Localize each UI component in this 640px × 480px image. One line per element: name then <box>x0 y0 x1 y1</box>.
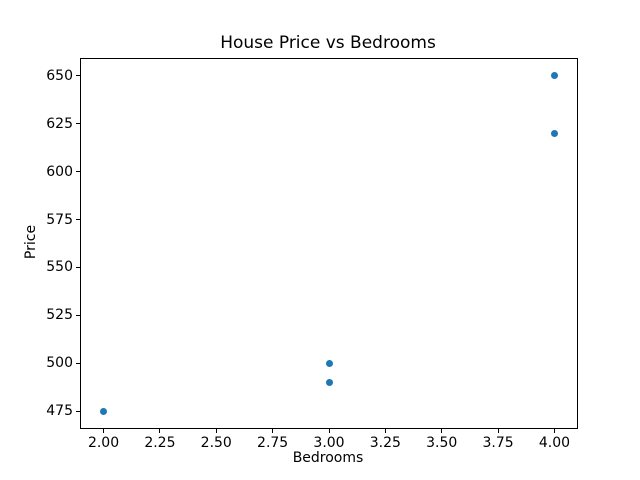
y-tick-label: 475 <box>46 403 73 420</box>
x-tick-mark <box>441 429 443 433</box>
y-tick-mark <box>76 362 80 364</box>
x-tick-mark <box>497 429 499 433</box>
x-tick-label: 2.25 <box>144 435 176 451</box>
y-tick-label: 500 <box>46 355 73 372</box>
y-tick-mark <box>76 410 80 412</box>
y-tick-label: 625 <box>46 115 73 132</box>
y-tick-mark <box>76 171 80 173</box>
x-tick-label: 3.00 <box>313 435 345 451</box>
data-point <box>325 359 333 367</box>
data-point <box>100 407 108 415</box>
data-point <box>550 72 558 80</box>
y-axis-label: Price <box>23 224 39 260</box>
x-tick-mark <box>215 429 217 433</box>
y-tick-mark <box>76 75 80 77</box>
x-tick-mark <box>103 429 105 433</box>
x-tick-mark <box>328 429 330 433</box>
y-tick-label: 575 <box>46 211 73 228</box>
x-tick-label: 2.00 <box>87 435 120 451</box>
x-tick-label: 2.50 <box>200 435 232 451</box>
x-tick-label: 3.50 <box>426 435 458 451</box>
y-tick-mark <box>76 123 80 125</box>
x-tick-label: 3.25 <box>369 435 401 451</box>
y-tick-mark <box>76 314 80 316</box>
x-tick-mark <box>553 429 555 433</box>
y-tick-mark <box>76 219 80 221</box>
x-tick-label: 4.00 <box>538 435 571 451</box>
y-tick-label: 525 <box>46 307 73 324</box>
x-tick-mark <box>272 429 274 433</box>
x-tick-label: 3.75 <box>482 435 514 451</box>
y-tick-label: 550 <box>46 259 73 276</box>
x-axis-label: Bedrooms <box>292 450 364 466</box>
x-tick-label: 2.75 <box>257 435 289 451</box>
data-point <box>550 129 558 137</box>
y-tick-mark <box>76 266 80 268</box>
chart-title: House Price vs Bedrooms <box>220 33 436 53</box>
y-tick-label: 650 <box>46 67 73 84</box>
plot-area: 2.00 2.25 2.50 2.75 3.00 3.25 3.50 3.75 4.00 475 5… <box>46 58 578 451</box>
x-tick-mark <box>159 429 161 433</box>
data-point <box>325 378 333 386</box>
x-tick-mark <box>384 429 386 433</box>
y-tick-label: 600 <box>46 163 73 180</box>
